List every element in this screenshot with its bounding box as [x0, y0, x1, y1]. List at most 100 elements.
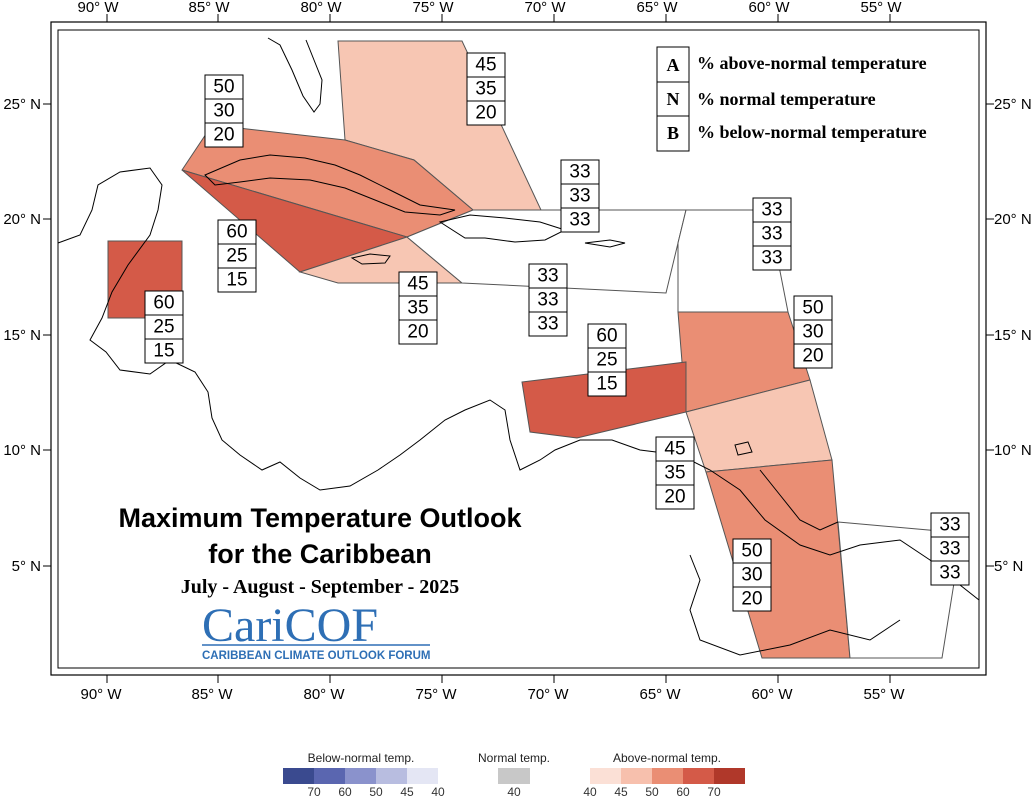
guianas-b: 20 [741, 589, 762, 610]
color-scale: Below-normal temp. Normal temp. Above-no… [283, 751, 745, 796]
scale-above-tick-2: 50 [645, 785, 659, 796]
upper-center-b: 33 [569, 210, 590, 231]
bahamas-n: 35 [475, 79, 496, 100]
belize-n: 25 [153, 317, 174, 338]
cayman-a: 60 [226, 222, 247, 243]
value-box-bahamas: 45 35 20 [466, 52, 506, 126]
scale-above-5 [714, 768, 745, 784]
lon-label-top-0: 90° W [77, 0, 119, 16]
value-box-abc: 60 25 15 [587, 323, 627, 397]
lat-label-left-0: 25° N [3, 96, 41, 113]
lon-label-top-1: 85° W [188, 0, 230, 16]
lon-label-bottom-5: 65° W [639, 686, 681, 703]
bahamas-a: 45 [475, 55, 496, 76]
lon-label-top-6: 60° W [748, 0, 790, 16]
scale-normal [498, 768, 530, 784]
logo-sub-text: CARIBBEAN CLIMATE OUTLOOK FORUM [202, 650, 431, 662]
value-box-leeward: 33 33 33 [752, 197, 792, 271]
value-box-trinidad: 45 35 20 [655, 436, 695, 510]
trinidad-a: 45 [664, 439, 685, 460]
abn-legend: A N B % above-normal temperature % norma… [656, 46, 927, 152]
jamaica-a: 45 [407, 274, 428, 295]
scale-below-3 [345, 768, 376, 784]
lon-label-bottom-3: 75° W [415, 686, 457, 703]
scale-below-tick-2: 50 [369, 785, 383, 796]
cuba-n: 30 [213, 101, 234, 122]
value-box-upper-center: 33 33 33 [560, 159, 600, 233]
scale-below-1 [283, 768, 314, 784]
value-box-french-guiana: 33 33 33 [930, 512, 970, 586]
lon-label-top-5: 65° W [636, 0, 678, 16]
value-box-guianas: 50 30 20 [732, 538, 772, 612]
jamaica-b: 20 [407, 322, 428, 343]
scale-above-tick-0: 40 [583, 785, 597, 796]
leeward-b: 33 [761, 248, 782, 269]
scale-above-2 [621, 768, 652, 784]
legend-letter-a: A [667, 55, 680, 75]
abc-n: 25 [596, 350, 617, 371]
value-box-cuba: 50 30 20 [204, 74, 244, 148]
lat-label-right-4: 5° N [994, 558, 1023, 575]
value-box-cayman: 60 25 15 [217, 219, 257, 293]
legend-text-b: % below-normal temperature [697, 122, 927, 142]
title-period: July - August - September - 2025 [181, 576, 460, 598]
upper-center-a: 33 [569, 162, 590, 183]
fguiana-n: 33 [939, 539, 960, 560]
scale-below-tick-1: 60 [338, 785, 352, 796]
value-box-hispaniola-pr: 33 33 33 [528, 263, 568, 337]
lon-label-bottom-7: 55° W [863, 686, 905, 703]
coastlines [57, 37, 980, 656]
abc-b: 15 [596, 374, 617, 395]
belize-a: 60 [153, 293, 174, 314]
scale-below-2 [314, 768, 345, 784]
cayman-n: 25 [226, 246, 247, 267]
scale-below-tick-3: 45 [400, 785, 414, 796]
bahamas-b: 20 [475, 103, 496, 124]
scale-below-title: Below-normal temp. [308, 751, 415, 765]
guianas-a: 50 [741, 541, 762, 562]
scale-above-tick-3: 60 [676, 785, 690, 796]
lon-label-top-2: 80° W [300, 0, 342, 16]
leeward-a: 33 [761, 200, 782, 221]
belize-b: 15 [153, 341, 174, 362]
logo-main-text: CariCOF [202, 599, 378, 652]
scale-below-5 [407, 768, 438, 784]
lat-label-left-1: 20° N [3, 211, 41, 228]
scale-above-title: Above-normal temp. [613, 751, 721, 765]
windward-a: 50 [802, 298, 823, 319]
lon-label-top-3: 75° W [412, 0, 454, 16]
lon-label-bottom-4: 70° W [527, 686, 569, 703]
scale-normal-tick-0: 40 [507, 785, 521, 796]
windward-n: 30 [802, 322, 823, 343]
scale-above-3 [652, 768, 683, 784]
lon-label-bottom-1: 85° W [191, 686, 233, 703]
map-inner-frame [57, 29, 980, 669]
lat-label-left-4: 5° N [12, 558, 41, 575]
lon-ticks-bottom: 90° W 85° W 80° W 75° W 70° W 65° W 60° … [80, 675, 905, 703]
caricof-logo: CariCOF CARIBBEAN CLIMATE OUTLOOK FORUM [202, 599, 431, 662]
upper-center-n: 33 [569, 186, 590, 207]
windward-b: 20 [802, 346, 823, 367]
legend-text-n: % normal temperature [697, 89, 876, 109]
scale-above-tick-1: 45 [614, 785, 628, 796]
lon-label-bottom-2: 80° W [303, 686, 345, 703]
lat-label-left-2: 15° N [3, 327, 41, 344]
scale-normal-title: Normal temp. [478, 751, 550, 765]
lat-label-right-0: 25° N [994, 96, 1032, 113]
guianas-n: 30 [741, 565, 762, 586]
cuba-a: 50 [213, 77, 234, 98]
scale-below-tick-0: 70 [307, 785, 321, 796]
trinidad-n: 35 [664, 463, 685, 484]
lon-label-bottom-0: 90° W [80, 686, 122, 703]
value-box-jamaica: 45 35 20 [398, 271, 438, 345]
hispaniola-a: 33 [537, 266, 558, 287]
scale-below-4 [376, 768, 407, 784]
legend-letter-n: N [667, 89, 680, 109]
cayman-b: 15 [226, 270, 247, 291]
title-line-1: Maximum Temperature Outlook [118, 503, 522, 533]
abc-a: 60 [596, 326, 617, 347]
title-line-2: for the Caribbean [208, 539, 432, 569]
lon-label-top-4: 70° W [524, 0, 566, 16]
scale-below-tick-4: 40 [431, 785, 445, 796]
fguiana-b: 33 [939, 563, 960, 584]
